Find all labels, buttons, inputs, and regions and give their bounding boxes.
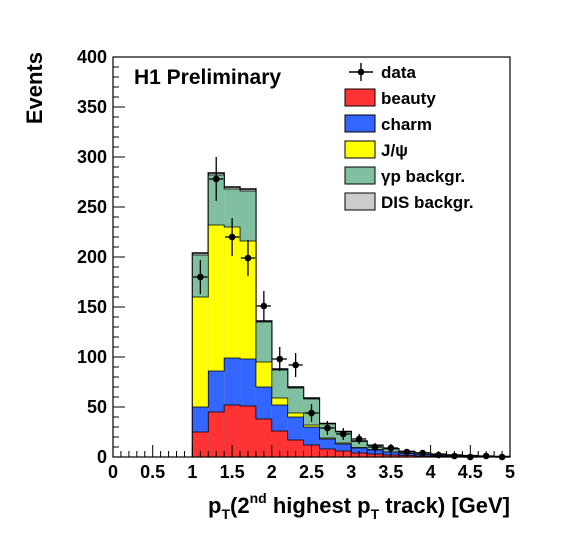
legend-swatch-dis-backgr — [344, 192, 376, 211]
x-tick-label-8: 4 — [426, 462, 436, 482]
data-point-0 — [197, 273, 204, 281]
x-tick-label-3: 1.5 — [220, 462, 245, 482]
x-axis-title-post: track) [GeV] — [379, 493, 510, 518]
x-tick-label-7: 3.5 — [378, 462, 403, 482]
x-axis-title-mid: (2 — [230, 493, 250, 518]
x-tick-label-9: 4.5 — [458, 462, 483, 482]
y-tick-label-3: 150 — [77, 297, 107, 317]
legend-label-data: data — [381, 63, 417, 82]
bar-beauty-6 — [287, 440, 304, 457]
data-point-11 — [371, 443, 379, 451]
x-tick-label-2: 1 — [187, 462, 197, 482]
legend-data-marker — [357, 68, 365, 76]
y-tick-label-4: 200 — [77, 247, 107, 267]
bar-beauty-1 — [208, 412, 225, 457]
data-point-3 — [244, 254, 252, 262]
x-tick-label-5: 2.5 — [299, 462, 324, 482]
legend-swatch-charm — [344, 114, 376, 133]
data-point-8 — [324, 424, 331, 432]
bar-beauty-2 — [224, 405, 241, 457]
legend-label-dis-backgr: DIS backgr. — [381, 193, 474, 212]
x-tick-label-6: 3 — [346, 462, 356, 482]
x-tick-label-0: 0 — [108, 462, 118, 482]
y-tick-label-2: 100 — [77, 347, 107, 367]
data-point-5 — [276, 355, 284, 363]
y-tick-label-1: 50 — [87, 397, 107, 417]
y-tick-label-6: 300 — [77, 147, 107, 167]
legend: data beauty charm J/ψ γp backgr. DIS backgr. — [344, 63, 474, 212]
bar-beauty-0 — [192, 432, 209, 457]
y-tick-label-7: 350 — [77, 97, 107, 117]
data-point-6 — [292, 361, 299, 369]
data-point-4 — [260, 302, 268, 310]
data-point-10 — [355, 435, 363, 443]
y-tick-label-5: 250 — [77, 197, 107, 217]
data-points — [193, 157, 510, 461]
legend-swatch-j — [344, 140, 376, 159]
x-axis-title: pT(2nd highest pT track) [GeV] — [208, 490, 510, 522]
x-tick-label-10: 5 — [505, 462, 515, 482]
annotation-preliminary: H1 Preliminary — [134, 66, 281, 89]
x-axis-title-sup: nd — [250, 490, 267, 506]
data-point-2 — [228, 233, 236, 241]
bar-beauty-4 — [255, 419, 272, 457]
data-point-9 — [339, 430, 347, 438]
x-axis-title-sub2: T — [371, 506, 380, 522]
x-axis-title-sub1: T — [221, 506, 230, 522]
y-axis-title: Events — [22, 52, 47, 124]
x-tick-label-4: 2 — [267, 462, 277, 482]
legend-label-j: J/ψ — [381, 141, 408, 160]
legend-label-beauty: beauty — [381, 89, 436, 108]
bar-beauty-3 — [240, 406, 256, 457]
bar-beauty-5 — [271, 431, 288, 457]
y-tick-label-0: 0 — [97, 447, 107, 467]
x-tick-label-1: 0.5 — [140, 462, 165, 482]
legend-swatch-p-backgr — [344, 166, 376, 185]
y-tick-label-8: 400 — [77, 47, 107, 67]
x-axis-title-p: p — [208, 493, 221, 518]
legend-label-p-backgr: γp backgr. — [381, 167, 465, 186]
data-point-7 — [308, 409, 315, 417]
legend-swatch-beauty — [344, 88, 376, 107]
data-point-1 — [212, 175, 220, 183]
legend-label-charm: charm — [381, 115, 432, 134]
axes: 0 0.5 1 1.5 2 2.5 3 3.5 4 4.5 50501001502002503003… — [77, 47, 515, 482]
x-axis-title-mid2: highest p — [267, 493, 371, 518]
